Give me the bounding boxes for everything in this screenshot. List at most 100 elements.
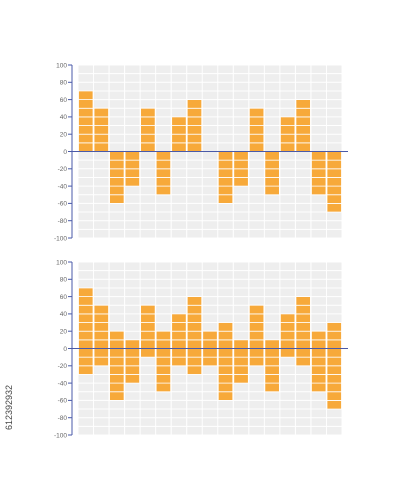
bar-block xyxy=(124,159,141,170)
bar-block xyxy=(326,330,342,341)
bar-5 xyxy=(140,304,156,358)
bar-block xyxy=(233,168,249,178)
bar-block xyxy=(155,339,172,349)
bar-block xyxy=(326,399,342,410)
bar-block xyxy=(295,356,311,367)
y-tick-label: -100 xyxy=(54,432,67,439)
bar-block xyxy=(217,177,234,187)
bar-10 xyxy=(217,151,234,204)
bar-block xyxy=(264,168,280,178)
bar-block xyxy=(311,365,327,375)
bar-block xyxy=(186,107,203,118)
bar-block xyxy=(109,177,125,187)
bar-block xyxy=(186,348,203,358)
bar-block xyxy=(217,330,234,341)
bar-2 xyxy=(93,304,109,367)
bar-block xyxy=(264,356,280,367)
bar-block xyxy=(326,374,342,384)
bar-block xyxy=(202,330,218,341)
bar-6 xyxy=(155,330,172,393)
bar-block xyxy=(264,185,280,196)
bar-block xyxy=(155,151,172,161)
bar-block xyxy=(78,296,94,306)
bar-block xyxy=(311,356,327,367)
bar-block xyxy=(202,348,218,358)
bar-block xyxy=(326,202,342,213)
bar-block xyxy=(186,322,203,332)
bar-4 xyxy=(124,339,141,384)
bar-block xyxy=(326,322,342,332)
bar-10 xyxy=(217,322,234,401)
bar-5 xyxy=(140,107,156,152)
bar-16 xyxy=(311,151,327,196)
y-tick-label: 60 xyxy=(60,294,68,301)
bar-block xyxy=(264,365,280,375)
y-tick-label: -80 xyxy=(58,415,68,422)
bar-block xyxy=(78,339,94,349)
bar-17 xyxy=(326,151,342,213)
bar-block xyxy=(109,356,125,367)
bar-block xyxy=(155,185,172,196)
bar-block xyxy=(248,313,265,323)
bar-block xyxy=(171,116,187,126)
y-tick-label: 0 xyxy=(63,346,67,353)
y-tick-label: 0 xyxy=(63,149,67,156)
bar-block xyxy=(109,348,125,358)
bar-12 xyxy=(248,107,265,152)
bar-block xyxy=(186,330,203,341)
bar-block xyxy=(93,116,109,126)
y-tick-label: -20 xyxy=(58,166,68,173)
bar-block xyxy=(140,339,156,349)
bar-block xyxy=(217,348,234,358)
y-tick-label: -40 xyxy=(58,380,68,387)
bar-block xyxy=(93,125,109,135)
bar-block xyxy=(93,356,109,367)
bar-block xyxy=(217,339,234,349)
bar-block xyxy=(124,168,141,178)
bar-block xyxy=(311,159,327,170)
bar-block xyxy=(93,313,109,323)
bar-block xyxy=(155,168,172,178)
bar-block xyxy=(109,168,125,178)
bar-block xyxy=(78,116,94,126)
bar-block xyxy=(93,304,109,315)
bar-chart-top: 100 80 60 40 20 0 -20 -40 -60 -80 -100 xyxy=(54,62,348,242)
bar-block xyxy=(186,296,203,306)
bar-block xyxy=(186,99,203,109)
bar-block xyxy=(171,330,187,341)
bar-block xyxy=(248,107,265,118)
bar-block xyxy=(248,339,265,349)
y-tick-label: 40 xyxy=(60,114,68,121)
bar-block xyxy=(233,151,249,161)
bar-17 xyxy=(326,322,342,410)
bar-block xyxy=(109,382,125,393)
bar-block xyxy=(78,287,94,298)
bar-block xyxy=(233,159,249,170)
bar-block xyxy=(264,339,280,349)
bar-block xyxy=(78,330,94,341)
bar-block xyxy=(202,339,218,349)
bar-block xyxy=(295,125,311,135)
bar-block xyxy=(78,107,94,118)
bar-block xyxy=(171,142,187,152)
bar-14 xyxy=(279,313,296,358)
bar-block xyxy=(155,374,172,384)
bar-block xyxy=(233,365,249,375)
bar-14 xyxy=(279,116,296,152)
bar-block xyxy=(326,151,342,161)
bar-block xyxy=(78,348,94,358)
bar-block xyxy=(140,125,156,135)
bar-block xyxy=(248,116,265,126)
bar-block xyxy=(155,177,172,187)
bar-block xyxy=(171,133,187,144)
bar-block xyxy=(279,330,296,341)
bar-block xyxy=(248,348,265,358)
bar-block xyxy=(295,330,311,341)
bar-block xyxy=(295,116,311,126)
bar-block xyxy=(217,322,234,332)
bar-block xyxy=(279,339,296,349)
bar-block xyxy=(217,194,234,204)
bar-block xyxy=(124,177,141,187)
bar-block xyxy=(140,330,156,341)
bar-9 xyxy=(202,330,218,367)
